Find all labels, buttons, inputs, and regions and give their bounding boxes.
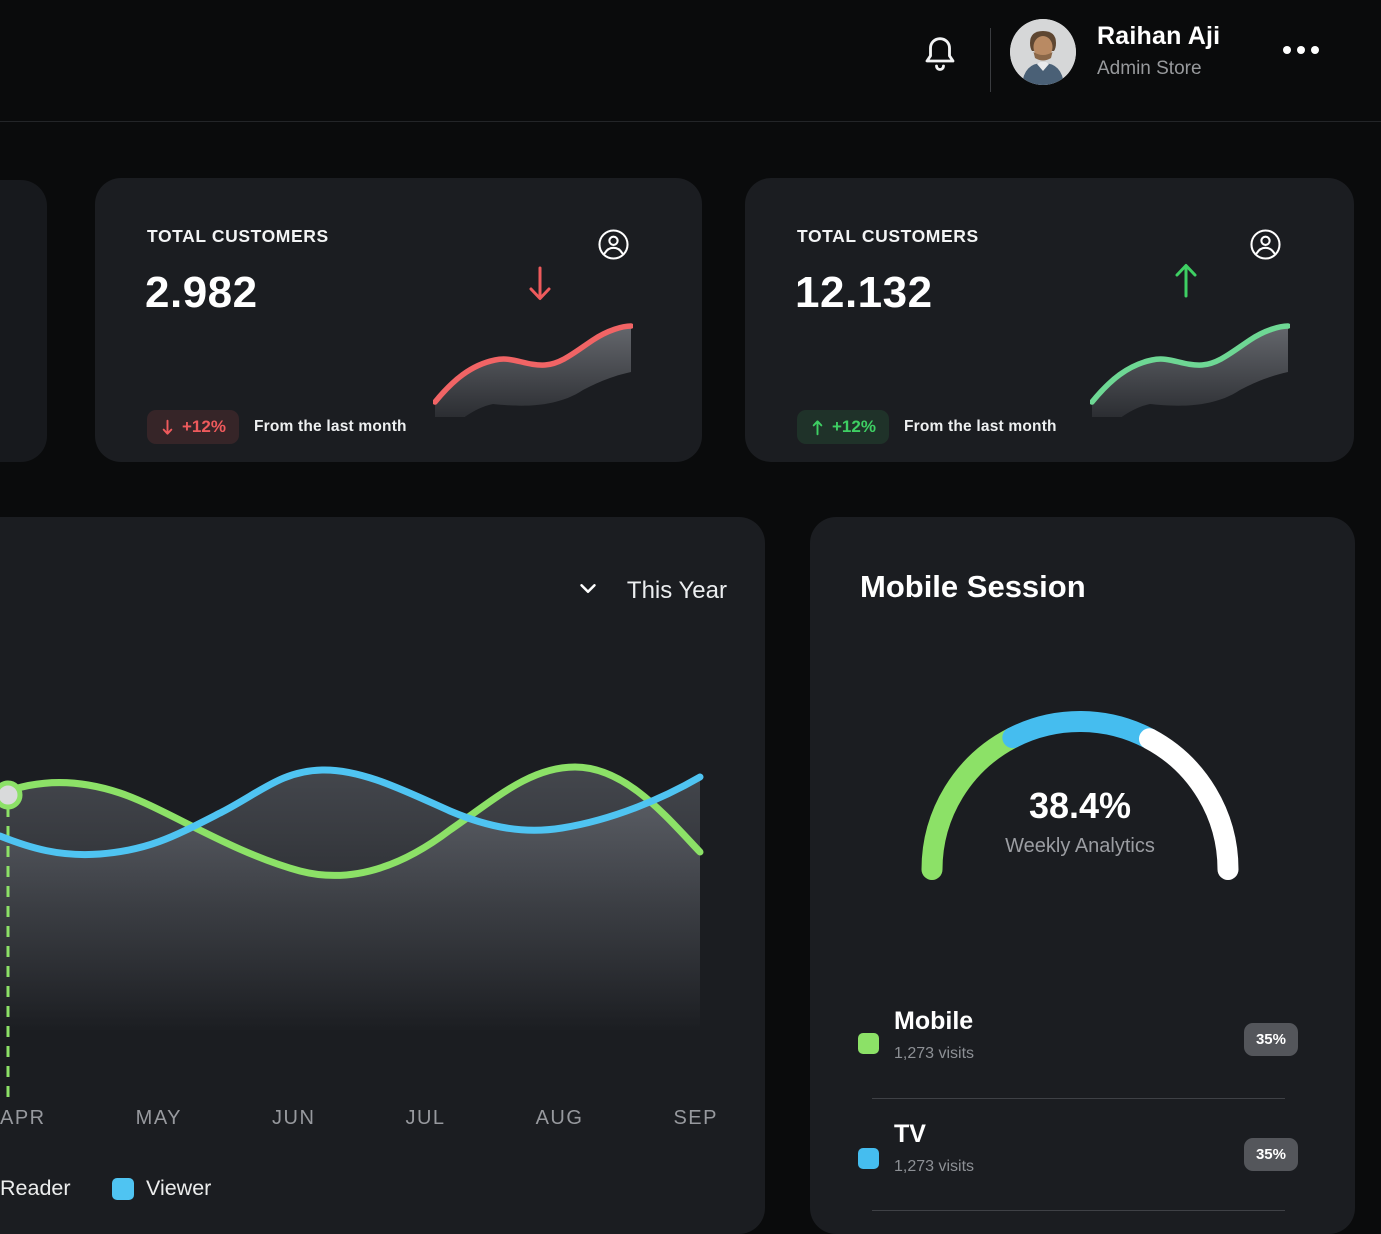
more-menu-button[interactable] [1283, 46, 1319, 54]
sparkline-green [1089, 302, 1291, 444]
reader-legend-item[interactable]: Reader [0, 1176, 71, 1200]
card-title: Mobile Session [860, 569, 1086, 604]
ellipsis-icon [1283, 46, 1319, 54]
period-label: This Year [626, 576, 727, 604]
account-circle-icon [1249, 228, 1282, 266]
stat-note: From the last month [903, 418, 1057, 435]
item-share-badge: 35% [1243, 1138, 1298, 1171]
chart-legend: Reader Viewer [0, 1172, 765, 1212]
list-divider [872, 1098, 1285, 1099]
item-visits: 1,273 visits [894, 1045, 975, 1062]
arrow-down-icon [160, 419, 175, 436]
notifications-bell-button[interactable] [920, 32, 960, 83]
avatar[interactable] [1010, 19, 1076, 85]
change-badge-down: +12% [147, 410, 239, 444]
mobile-session-card: Mobile Session 38.4% Weekly Analytics Mo… [810, 517, 1355, 1234]
month-label: JUL [405, 1107, 446, 1129]
chevron-down-icon [575, 575, 601, 606]
viewer-legend-swatch [112, 1178, 134, 1200]
highlight-point [0, 780, 23, 810]
reader-series-line [0, 763, 704, 879]
month-label: SEP [673, 1107, 718, 1129]
list-divider [872, 1210, 1285, 1211]
item-visits: 1,273 visits [894, 1158, 975, 1175]
top-header: Raihan Aji Admin Store [0, 0, 1381, 122]
line-chart [0, 740, 710, 1115]
session-list-item-tv[interactable]: TV 1,273 visits 35% [858, 1120, 1305, 1200]
stat-label: TOTAL CUSTOMERS [797, 226, 979, 246]
item-label: TV [894, 1120, 926, 1148]
item-share-badge: 35% [1243, 1023, 1298, 1056]
change-value: +12% [832, 417, 876, 436]
period-selector[interactable]: This Year [575, 575, 727, 606]
session-gauge: 38.4% Weekly Analytics [895, 689, 1265, 894]
stat-card-customers-down: TOTAL CUSTOMERS 2.982 [95, 178, 702, 462]
arrow-down-icon [527, 264, 553, 309]
month-label: MAY [135, 1107, 183, 1129]
stat-value: 12.132 [795, 268, 933, 317]
user-role: Admin Store [1097, 58, 1202, 79]
arrow-up-icon [1173, 260, 1199, 305]
month-label: JUN [272, 1107, 316, 1129]
header-divider [990, 28, 991, 92]
stat-label: TOTAL CUSTOMERS [147, 226, 329, 246]
x-axis-labels: APR MAY JUN JUL AUG SEP [0, 1107, 718, 1130]
change-value: +12% [182, 417, 226, 436]
month-label: APR [0, 1107, 46, 1129]
month-label: AUG [535, 1107, 584, 1129]
sparkline-red [432, 302, 634, 444]
readers-viewers-chart-card: This Year [0, 517, 765, 1234]
gauge-subtitle: Weekly Analytics [1005, 835, 1155, 857]
arrow-up-icon [810, 419, 825, 436]
viewer-series-line [0, 766, 704, 859]
avatar-image [1010, 19, 1076, 85]
change-badge-up: +12% [797, 410, 889, 444]
stat-value: 2.982 [145, 268, 258, 317]
tv-swatch [858, 1148, 879, 1169]
item-label: Mobile [894, 1007, 974, 1035]
gauge-value: 38.4% [1028, 785, 1132, 826]
stat-note: From the last month [253, 418, 407, 435]
gauge-arc [921, 711, 1239, 880]
session-list-item-mobile[interactable]: Mobile 1,273 visits 35% [858, 1007, 1305, 1087]
account-circle-icon [597, 228, 630, 266]
stat-card-customers-up: TOTAL CUSTOMERS 12.132 [745, 178, 1354, 462]
viewer-legend-item[interactable]: Viewer [146, 1176, 212, 1200]
bell-icon [920, 37, 960, 82]
user-name: Raihan Aji [1097, 22, 1221, 50]
stat-card-partial [0, 180, 47, 462]
mobile-swatch [858, 1033, 879, 1054]
